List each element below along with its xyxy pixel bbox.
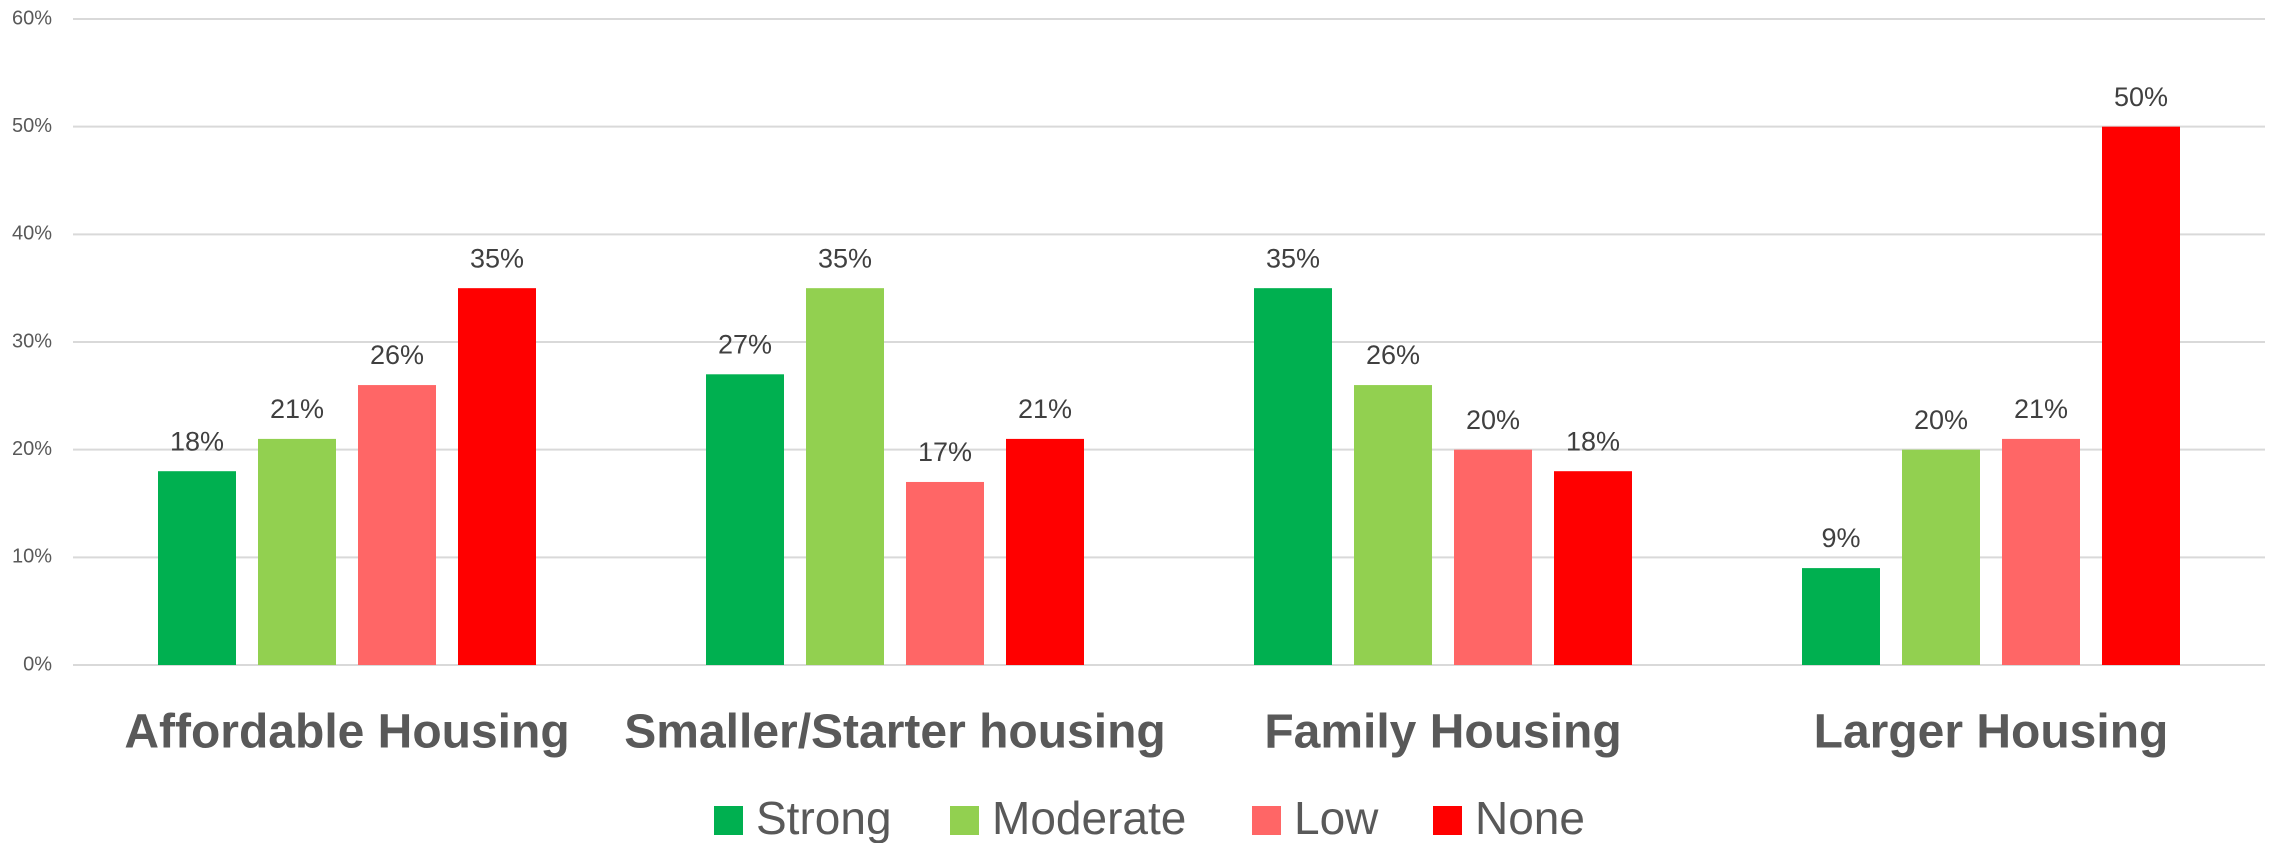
bar	[906, 481, 984, 665]
data-label: 26%	[1366, 340, 1420, 370]
x-tick-label: Larger Housing	[1814, 706, 2169, 759]
data-label: 35%	[470, 243, 524, 273]
data-label: 21%	[270, 394, 324, 424]
data-label: 21%	[2014, 394, 2068, 424]
legend-label: Moderate	[992, 792, 1186, 843]
bar	[158, 471, 236, 665]
legend-label: None	[1475, 792, 1585, 843]
x-tick-label: Family Housing	[1264, 706, 1621, 759]
bar	[1254, 288, 1332, 665]
bar	[258, 438, 336, 665]
bar	[458, 288, 536, 665]
y-tick-label: 60%	[12, 7, 52, 29]
bar	[1554, 471, 1632, 665]
data-label: 9%	[1821, 523, 1860, 553]
data-label: 20%	[1914, 405, 1968, 435]
data-label: 35%	[818, 243, 872, 273]
bar	[1802, 568, 1880, 665]
y-tick-label: 40%	[12, 223, 52, 245]
bar	[2102, 126, 2180, 665]
legend-swatch	[1252, 806, 1281, 835]
bar	[1354, 385, 1432, 665]
data-label: 17%	[918, 437, 972, 467]
legend-label: Strong	[756, 792, 892, 843]
y-tick-label: 30%	[12, 330, 52, 352]
x-tick-label: Smaller/Starter housing	[624, 706, 1165, 759]
legend-swatch	[1433, 806, 1462, 835]
data-label: 20%	[1466, 405, 1520, 435]
bar	[1454, 449, 1532, 665]
legend-swatch	[714, 806, 743, 835]
data-label: 18%	[170, 426, 224, 456]
bar	[806, 288, 884, 665]
y-tick-label: 50%	[12, 115, 52, 137]
y-tick-label: 0%	[23, 653, 52, 675]
data-label: 50%	[2114, 82, 2168, 112]
data-label: 35%	[1266, 243, 1320, 273]
bar	[1902, 449, 1980, 665]
legend-label: Low	[1294, 792, 1379, 843]
data-label: 18%	[1566, 426, 1620, 456]
bar	[358, 385, 436, 665]
bar	[2002, 438, 2080, 665]
bar	[1006, 438, 1084, 665]
x-tick-label: Affordable Housing	[124, 706, 569, 759]
y-tick-label: 10%	[12, 546, 52, 568]
bar	[706, 374, 784, 665]
data-label: 21%	[1018, 394, 1072, 424]
data-label: 26%	[370, 340, 424, 370]
y-tick-label: 20%	[12, 438, 52, 460]
data-label: 27%	[718, 329, 772, 359]
legend-swatch	[950, 806, 979, 835]
